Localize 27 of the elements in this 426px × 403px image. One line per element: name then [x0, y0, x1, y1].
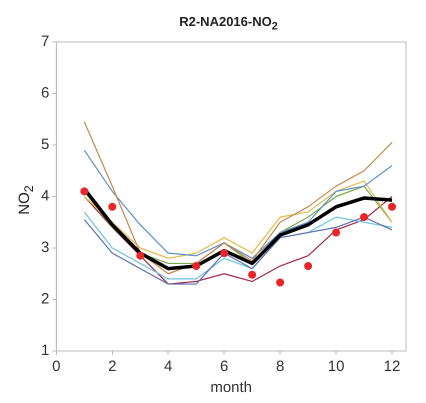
point — [248, 270, 256, 279]
y-tick-label: 7 — [41, 33, 50, 50]
x-tick-label: 2 — [108, 358, 116, 376]
point — [80, 187, 88, 196]
y-tick-label: 3 — [41, 239, 50, 256]
x-tick-label: 10 — [328, 358, 344, 376]
y-tick-label: 1 — [41, 342, 50, 360]
chart-title: R2-NA2016-NO$_{2}$ — [178, 14, 279, 33]
point — [192, 262, 200, 270]
x-tick-label: 12 — [384, 358, 400, 376]
point — [360, 213, 368, 222]
y-tick-label: 2 — [41, 290, 50, 308]
y-tick-label: 6 — [41, 84, 50, 102]
x-tick-label: 8 — [276, 358, 284, 376]
x-tick-label: 6 — [220, 358, 228, 376]
x-tick-label: 4 — [164, 358, 172, 376]
y-tick-label: 4 — [41, 188, 50, 205]
point — [276, 278, 284, 287]
x-tick-label: 0 — [52, 358, 61, 376]
point — [136, 252, 144, 260]
x-axis-title: month — [210, 379, 252, 396]
point — [388, 202, 396, 211]
point — [304, 262, 312, 270]
point — [108, 202, 116, 211]
point — [220, 249, 228, 258]
point — [332, 228, 340, 237]
y-tick-label: 5 — [41, 136, 50, 154]
